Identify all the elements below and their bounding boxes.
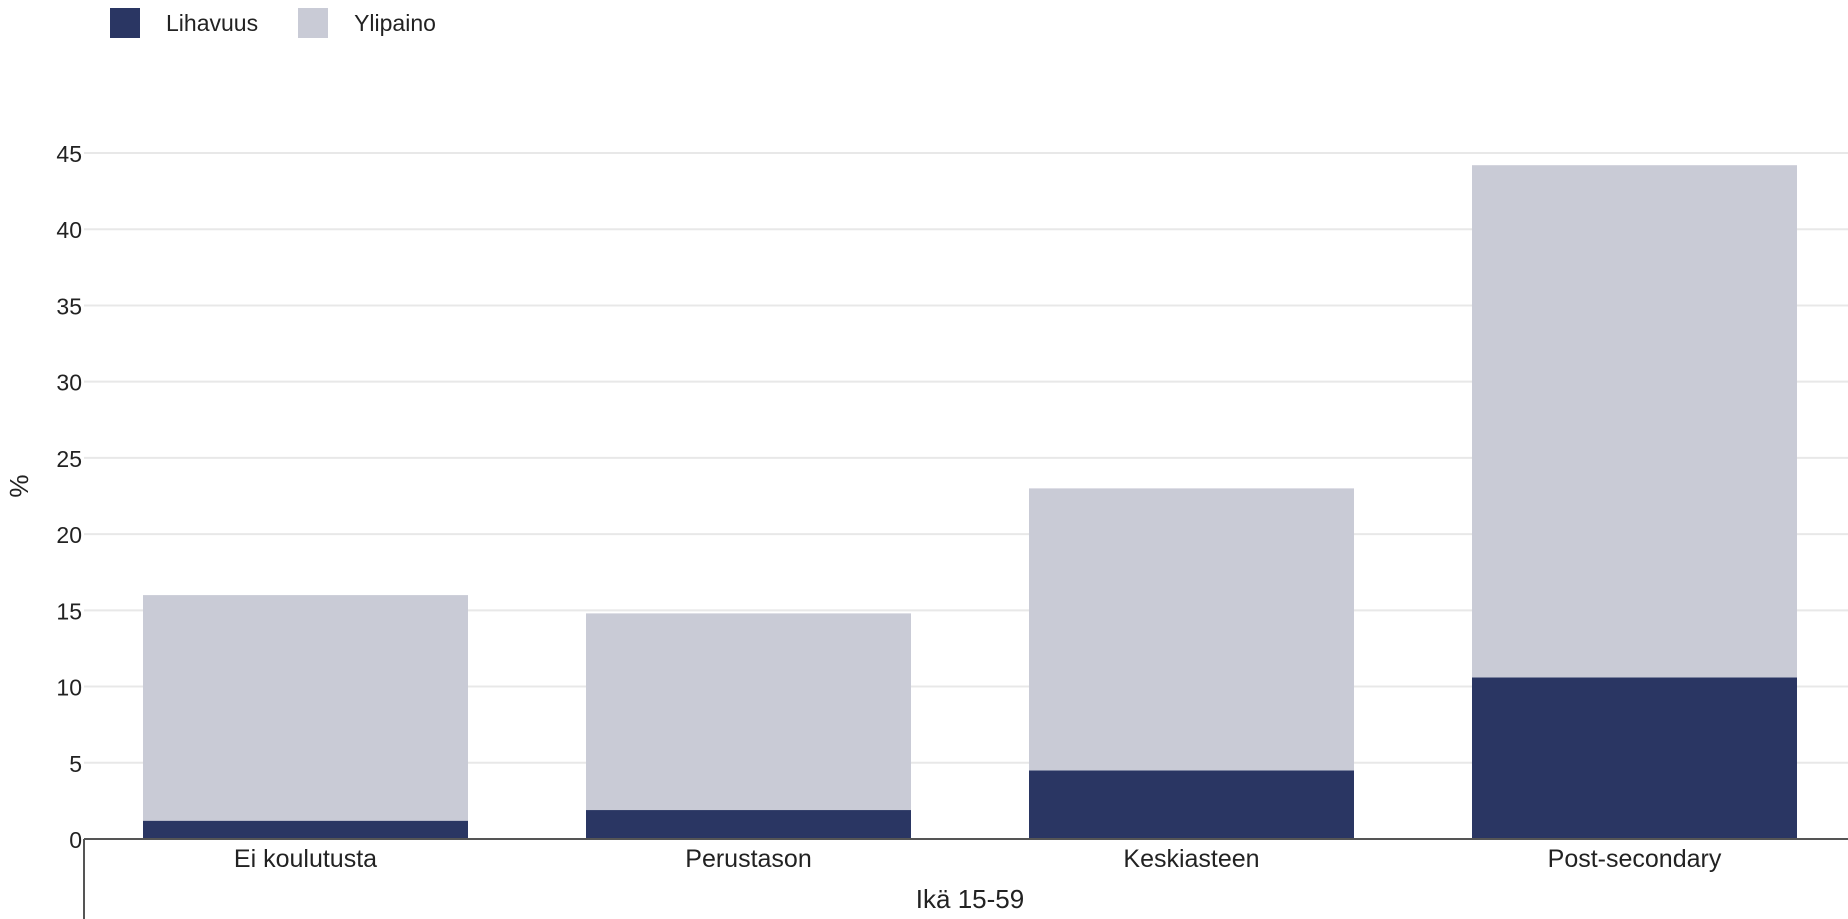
legend-item-ylipaino[interactable]: Ylipaino [298, 8, 436, 38]
bar-ylipaino-3 [1472, 165, 1797, 678]
bar-ylipaino-2 [1029, 488, 1354, 771]
x-tick-label: Perustason [685, 845, 811, 873]
legend-swatch-lihavuus [110, 8, 140, 38]
bar-ylipaino-0 [143, 595, 468, 821]
legend-label-ylipaino: Ylipaino [354, 9, 436, 36]
y-tick-label: 15 [56, 598, 82, 624]
bars [143, 165, 1797, 839]
bar-ylipaino-1 [586, 613, 911, 811]
legend-item-lihavuus[interactable]: Lihavuus [110, 8, 258, 38]
y-axis-title: % [4, 474, 34, 497]
x-axis-title: Ikä 15-59 [916, 884, 1024, 914]
y-tick-label: 10 [56, 675, 82, 701]
y-tick-label: 45 [56, 141, 82, 167]
y-tick-label: 25 [56, 446, 82, 472]
axes: 0 5 10 15 20 25 30 35 40 45 Ei koulutusta Perustaso… [56, 141, 1848, 919]
y-tick-label: 35 [56, 293, 82, 319]
bar-lihavuus-0 [143, 820, 468, 839]
legend-label-lihavuus: Lihavuus [166, 9, 259, 36]
y-tick-label: 0 [69, 827, 82, 853]
x-tick-label: Ei koulutusta [234, 845, 377, 873]
y-tick-label: 30 [56, 370, 82, 396]
bar-lihavuus-1 [586, 810, 911, 839]
y-tick-label: 20 [56, 522, 82, 548]
y-tick-label: 5 [69, 751, 82, 777]
y-tick-label: 40 [56, 217, 82, 243]
legend-swatch-ylipaino [298, 8, 329, 38]
chart-legend: Lihavuus Ylipaino [110, 8, 476, 38]
bar-lihavuus-2 [1029, 770, 1354, 839]
x-tick-label: Post-secondary [1548, 845, 1722, 873]
bar-lihavuus-3 [1472, 677, 1797, 839]
x-tick-label: Keskiasteen [1123, 845, 1259, 873]
